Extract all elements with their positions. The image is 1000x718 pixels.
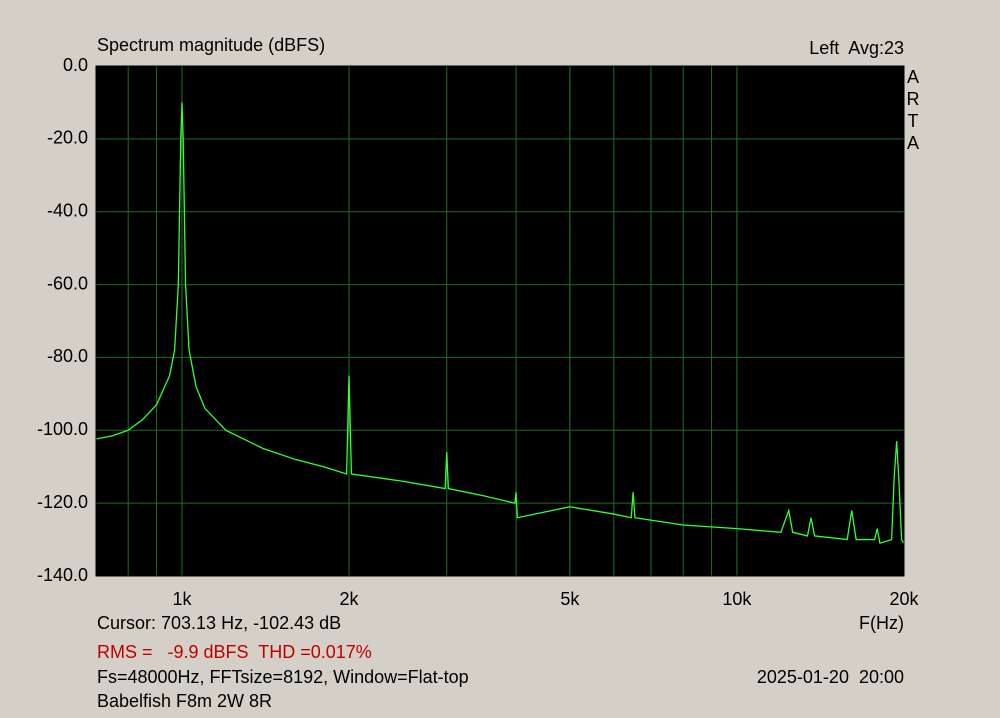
chart-title: Spectrum magnitude (dBFS): [97, 35, 325, 55]
x-tick-label: 20k: [889, 589, 919, 609]
settings: Fs=48000Hz, FFTsize=8192, Window=Flat-to…: [97, 667, 469, 687]
x-tick-label: 10k: [722, 589, 752, 609]
cursor-readout: Cursor: 703.13 Hz, -102.43 dB: [97, 613, 341, 633]
y-tick-label: -140.0: [37, 565, 88, 585]
x-axis-label: F(Hz): [859, 613, 904, 633]
timestamp: 2025-01-20 20:00: [757, 667, 904, 687]
y-tick-label: -60.0: [47, 273, 88, 293]
y-tick-label: -120.0: [37, 492, 88, 512]
brand: ARTA: [906, 67, 920, 153]
y-tick-label: -100.0: [37, 419, 88, 439]
x-tick-label: 2k: [340, 589, 360, 609]
x-tick-label: 1k: [172, 589, 192, 609]
rms-thd: RMS = -9.9 dBFS THD =0.017%: [97, 642, 372, 662]
y-tick-label: 0.0: [63, 55, 88, 75]
channel-label: Left Avg:23: [809, 38, 904, 58]
y-tick-label: -20.0: [47, 128, 88, 148]
spectrum-line: [95, 102, 905, 545]
plot-area: [96, 66, 904, 576]
y-tick-label: -40.0: [47, 200, 88, 220]
device-name: Babelfish F8m 2W 8R: [97, 691, 272, 711]
plot-border: [95, 65, 905, 577]
y-tick-label: -80.0: [47, 346, 88, 366]
x-tick-label: 5k: [560, 589, 580, 609]
